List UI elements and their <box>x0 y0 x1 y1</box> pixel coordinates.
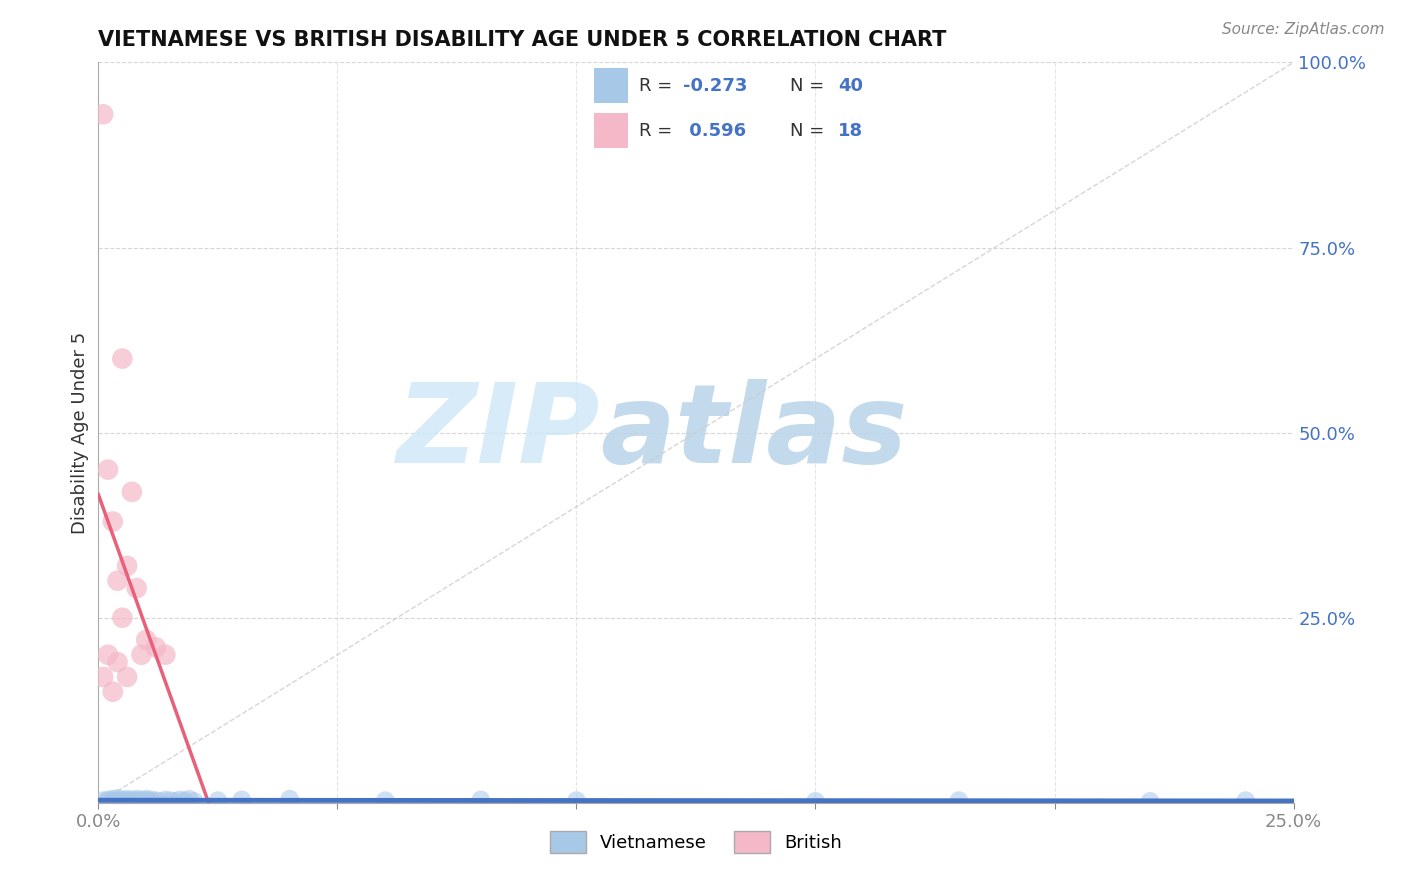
Text: Source: ZipAtlas.com: Source: ZipAtlas.com <box>1222 22 1385 37</box>
Point <box>121 484 143 499</box>
Point <box>948 794 970 808</box>
Point <box>131 794 153 808</box>
Text: N =: N = <box>790 77 830 95</box>
Text: N =: N = <box>790 122 830 140</box>
Point <box>163 794 186 808</box>
Point <box>97 794 120 808</box>
Point <box>107 655 129 669</box>
Point <box>101 515 124 529</box>
Point <box>179 792 201 806</box>
FancyBboxPatch shape <box>593 113 628 148</box>
Point <box>149 794 172 808</box>
Point <box>139 794 162 808</box>
Point <box>91 794 114 808</box>
Point <box>97 462 120 476</box>
Point <box>101 685 124 699</box>
Point <box>135 794 157 808</box>
Point <box>145 640 167 655</box>
Point <box>111 794 134 808</box>
Point <box>115 794 138 808</box>
Y-axis label: Disability Age Under 5: Disability Age Under 5 <box>70 332 89 533</box>
Point <box>565 794 588 808</box>
Point <box>278 792 301 806</box>
Point <box>131 793 153 807</box>
Point <box>101 792 124 806</box>
Text: 0.596: 0.596 <box>683 122 747 140</box>
Point <box>97 648 120 662</box>
Point <box>111 793 134 807</box>
Point <box>159 794 181 808</box>
Point <box>135 792 157 806</box>
Point <box>115 792 138 806</box>
Point <box>804 794 827 808</box>
Point <box>139 793 162 807</box>
Point <box>125 792 148 806</box>
Point <box>97 793 120 807</box>
Point <box>125 794 148 808</box>
Point <box>135 632 157 647</box>
Point <box>169 793 191 807</box>
Text: atlas: atlas <box>600 379 908 486</box>
Text: R =: R = <box>638 122 678 140</box>
Text: -0.273: -0.273 <box>683 77 748 95</box>
Point <box>115 558 138 573</box>
Point <box>125 581 148 595</box>
Point <box>155 793 177 807</box>
FancyBboxPatch shape <box>593 69 628 103</box>
Point <box>374 794 396 808</box>
Point <box>91 670 114 684</box>
Point <box>107 791 129 805</box>
Text: VIETNAMESE VS BRITISH DISABILITY AGE UNDER 5 CORRELATION CHART: VIETNAMESE VS BRITISH DISABILITY AGE UND… <box>98 29 946 50</box>
Text: R =: R = <box>638 77 678 95</box>
Point <box>183 794 205 808</box>
Point <box>115 670 138 684</box>
Legend: Vietnamese, British: Vietnamese, British <box>543 824 849 861</box>
Point <box>101 794 124 808</box>
Text: ZIP: ZIP <box>396 379 600 486</box>
Point <box>111 351 134 366</box>
Point <box>231 793 253 807</box>
Point <box>121 794 143 808</box>
Point <box>155 648 177 662</box>
Point <box>111 610 134 624</box>
Point <box>121 793 143 807</box>
Text: 40: 40 <box>838 77 863 95</box>
Point <box>145 794 167 808</box>
Point <box>91 107 114 121</box>
Point <box>1234 794 1257 808</box>
Point <box>107 574 129 588</box>
Point <box>470 793 492 807</box>
Point <box>107 794 129 808</box>
Point <box>173 794 195 808</box>
Point <box>131 648 153 662</box>
Text: 18: 18 <box>838 122 863 140</box>
Point <box>207 794 229 808</box>
Point <box>1139 794 1161 808</box>
